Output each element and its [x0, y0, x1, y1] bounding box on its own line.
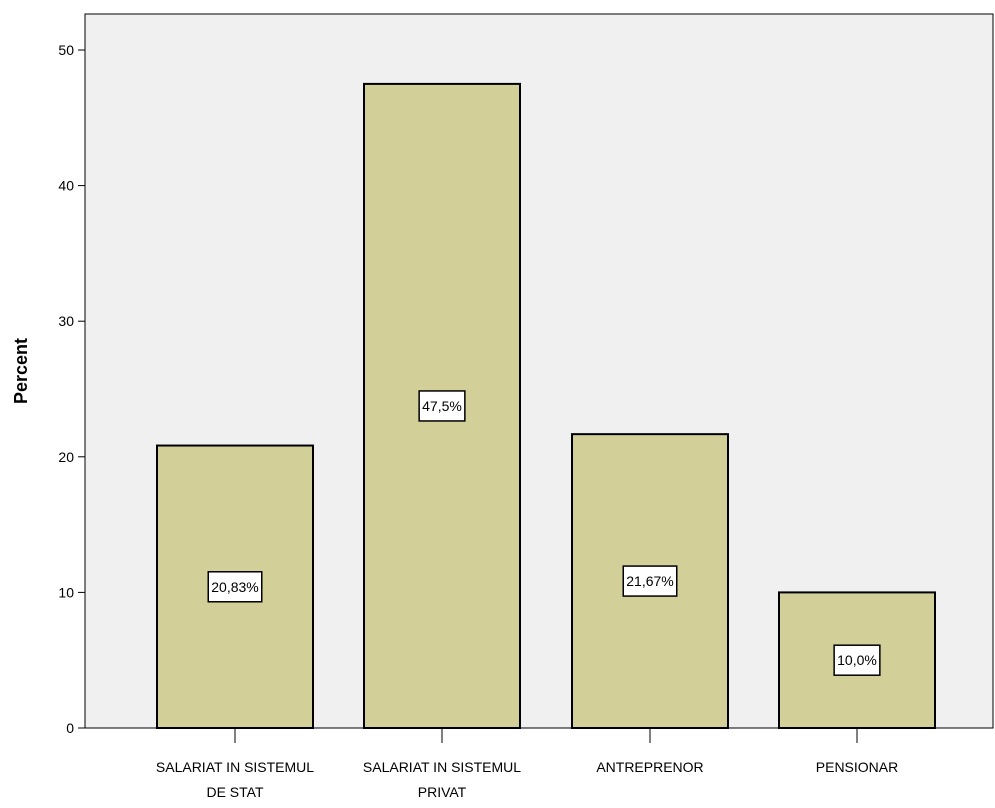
x-tick-label: ANTREPRENOR: [596, 759, 703, 775]
data-labels: 20,83% 47,5% 21,67% 10,0%: [207, 390, 881, 676]
y-tick-label: 20: [58, 449, 74, 465]
data-label-text: 20,83%: [211, 579, 258, 595]
data-label-box: [207, 571, 263, 603]
y-axis: 0 10 20 30 40 50: [58, 42, 85, 736]
data-label: 20,83%: [207, 571, 263, 603]
y-tick-label: 50: [58, 42, 74, 58]
data-label-text: 10,0%: [837, 652, 877, 668]
data-label: 47,5%: [418, 390, 466, 422]
y-tick-label: 40: [58, 178, 74, 194]
x-tick-label: PENSIONAR: [816, 759, 898, 775]
data-label-text: 47,5%: [422, 398, 462, 414]
data-label: 10,0%: [833, 644, 881, 676]
y-tick-label: 0: [66, 720, 74, 736]
y-tick-label: 10: [58, 584, 74, 600]
x-tick-label: PRIVAT: [418, 784, 467, 800]
x-tick-label: SALARIAT IN SISTEMUL: [156, 759, 314, 775]
data-label-box: [622, 565, 678, 597]
x-axis: SALARIAT IN SISTEMUL DE STAT SALARIAT IN S…: [156, 728, 898, 800]
data-label-box: [833, 644, 881, 676]
y-tick-label: 30: [58, 313, 74, 329]
y-axis-title: Percent: [11, 338, 31, 404]
data-label-text: 21,67%: [626, 573, 673, 589]
data-label-box: [418, 390, 466, 422]
x-tick-label: DE STAT: [206, 784, 263, 800]
x-tick-label: SALARIAT IN SISTEMUL: [363, 759, 521, 775]
data-label: 21,67%: [622, 565, 678, 597]
